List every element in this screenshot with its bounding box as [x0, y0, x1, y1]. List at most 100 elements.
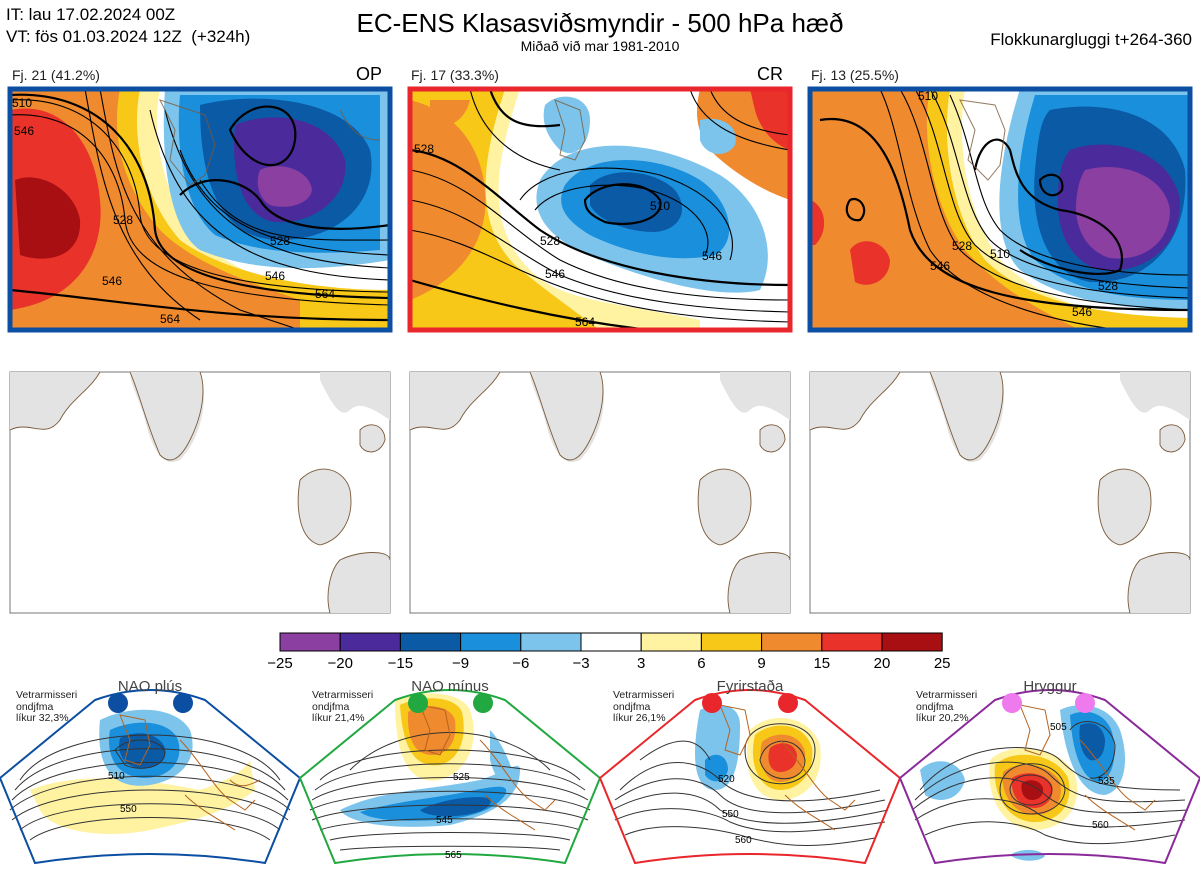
cluster-window: Flokkunargluggi t+264-360 — [990, 30, 1192, 49]
regime-4-marker — [1002, 693, 1022, 713]
regime-2-contour-label: 525 — [453, 772, 470, 783]
regime-4-note: Vetrarmisseri ondjfma líkur 20,2% — [916, 689, 978, 725]
cluster-2-map — [410, 89, 790, 330]
regime-1-title: NAO plús — [117, 678, 183, 695]
regime-3-title: Fyrirstaða — [716, 678, 784, 695]
regime-3-contour-label: 550 — [722, 809, 739, 820]
colorbar-tick-label: 3 — [637, 655, 645, 672]
regime-2-note-line: Vetrarmisseri — [312, 689, 374, 701]
regime-1-note-line: ondjfma — [16, 700, 54, 713]
regime-2-map: 525 545 565 — [298, 689, 602, 865]
colorbar-swatch — [580, 632, 642, 652]
colorbar-tick-label: −25 — [267, 655, 292, 672]
colorbar-swatch — [520, 632, 582, 652]
cluster-3-contour-label: 528 — [1098, 279, 1118, 293]
cluster-2-contour-label: 546 — [545, 267, 565, 281]
regime-4-title: Hryggur — [1023, 678, 1077, 695]
regime-2-note-line: líkur 21,4% — [312, 712, 365, 724]
cluster-2-contour-label: 546 — [702, 249, 722, 263]
colorbar-swatch — [821, 632, 883, 652]
cluster-2-contour-label: 564 — [575, 315, 595, 329]
regime-2-contour-label: 565 — [445, 850, 462, 861]
cluster-1-contour-labels: 510 546 528 546 564 528 546 564 — [12, 96, 335, 326]
regime-3-contour-label: 520 — [718, 774, 735, 785]
colorbar-tick-label: 6 — [697, 655, 705, 672]
cluster-1-label: Fj. 21 (41.2%) — [12, 67, 100, 83]
colorbar-swatches — [279, 632, 943, 652]
cluster-1-contour-label: 546 — [265, 269, 285, 283]
cluster-3-contour-label: 510 — [990, 247, 1010, 261]
regime-2-marker — [473, 693, 493, 713]
regime-1-note-line: Vetrarmisseri — [16, 689, 78, 701]
cluster-1-contour-label: 546 — [102, 274, 122, 288]
page-subtitle: Miðað við mar 1981-2010 — [520, 38, 680, 54]
cluster-2-contour-label: 528 — [414, 142, 434, 156]
cluster-3-contour-label: 528 — [952, 239, 972, 253]
cluster-3-frame — [807, 86, 1193, 333]
cluster-3-map — [810, 89, 1190, 330]
colorbar-tick-label: −9 — [452, 655, 469, 672]
cluster-1-contour-label: 564 — [160, 312, 180, 326]
regime-1-contour-label: 550 — [120, 804, 137, 815]
colorbar-ticks: −25 −20 −15 −9 −6 −3 3 6 9 15 20 25 — [267, 655, 950, 672]
empty-map-3 — [809, 371, 1191, 614]
header-times: IT: lau 17.02.2024 00Z VT: fös 01.03.202… — [6, 4, 250, 48]
regime-4-note-line: Vetrarmisseri — [916, 689, 978, 701]
colorbar-tick-label: −20 — [327, 655, 352, 672]
colorbar-swatch — [399, 632, 462, 652]
colorbar-swatch — [761, 632, 823, 652]
regime-4-contour-label: 560 — [1092, 820, 1109, 831]
cluster-3-contour-label: 546 — [1072, 305, 1092, 319]
cluster-2-contour-label: 510 — [650, 199, 670, 213]
cluster-1-tag: OP — [356, 64, 383, 84]
regime-2-contour-label: 545 — [436, 815, 453, 826]
cluster-1-contour-label: 564 — [315, 287, 335, 301]
cluster-2-tag: CR — [757, 64, 783, 84]
regime-3-map: 520 550 560 — [598, 689, 902, 865]
regime-2-marker — [408, 693, 428, 713]
cluster-1-map — [10, 89, 390, 330]
cluster-3-contour-label: 510 — [918, 89, 938, 103]
cluster-1-frame — [7, 86, 393, 333]
colorbar-tick-label: 15 — [813, 655, 830, 672]
colorbar-tick-label: 9 — [757, 655, 765, 672]
regime-1-contour-label: 510 — [108, 771, 125, 782]
regime-3-note-line: ondjfma — [613, 700, 651, 713]
regime-4-note-line: líkur 20,2% — [916, 712, 969, 724]
regime-4-marker — [1075, 693, 1095, 713]
cluster-3-contour-label: 546 — [930, 259, 950, 273]
regime-1-note: Vetrarmisseri ondjfma líkur 32,3% — [16, 689, 78, 725]
regime-2-note: Vetrarmisseri ondjfma líkur 21,4% — [312, 689, 374, 725]
regime-2-title: NAO mínus — [411, 678, 489, 695]
colorbar-swatch — [881, 632, 943, 652]
cluster-1-contour-label: 528 — [270, 234, 290, 248]
colorbar-tick-label: −15 — [388, 655, 413, 672]
regime-3-note: Vetrarmisseri ondjfma líkur 26,1% — [613, 689, 675, 725]
cluster-2-contour-labels: 528 546 564 510 528 546 — [414, 142, 722, 329]
cluster-1-contour-label: 546 — [14, 124, 34, 138]
empty-map-1 — [9, 371, 391, 614]
regime-1-map: 510 550 — [0, 689, 302, 865]
cluster-3-label: Fj. 13 (25.5%) — [811, 67, 899, 83]
regime-4-map: 505 535 560 — [898, 689, 1200, 865]
empty-map-2 — [409, 371, 791, 614]
cluster-2-label: Fj. 17 (33.3%) — [411, 67, 499, 83]
cluster-3-contour-labels: 546 528 510 528 546 510 — [918, 89, 1118, 319]
cluster-1-contour-label: 528 — [113, 213, 133, 227]
regime-3-marker — [702, 693, 722, 713]
colorbar-swatch — [460, 632, 522, 652]
init-time: IT: lau 17.02.2024 00Z — [6, 5, 176, 24]
regime-2-note-line: ondjfma — [312, 700, 350, 713]
colorbar-tick-label: 25 — [934, 655, 951, 672]
colorbar: −25 −20 −15 −9 −6 −3 3 6 9 15 20 25 — [267, 632, 951, 672]
regime-3-note-line: Vetrarmisseri — [613, 689, 675, 701]
cluster-1-contour-label: 510 — [12, 96, 32, 110]
colorbar-swatch — [339, 632, 401, 652]
regime-1-note-line: líkur 32,3% — [16, 712, 69, 724]
colorbar-tick-label: 20 — [874, 655, 891, 672]
regime-3-note-line: líkur 26,1% — [613, 712, 666, 724]
cluster-2-frame — [407, 86, 793, 333]
colorbar-swatch — [700, 632, 763, 652]
colorbar-swatch — [640, 632, 702, 652]
cluster-2-contour-label: 528 — [540, 234, 560, 248]
